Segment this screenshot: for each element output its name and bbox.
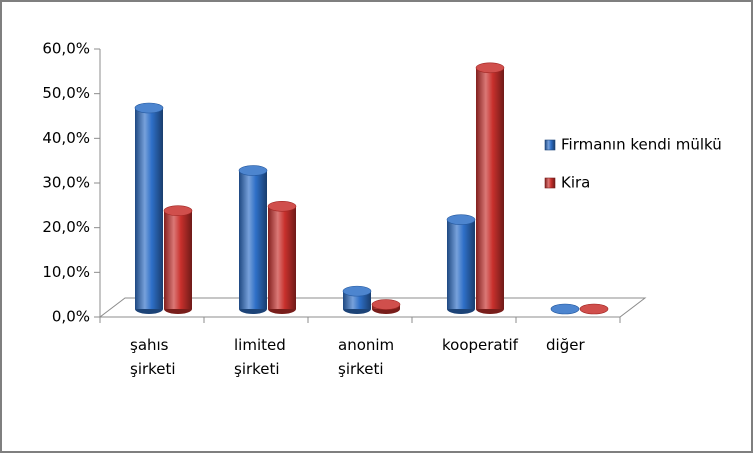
bar-body xyxy=(164,210,192,309)
bar-top xyxy=(342,285,372,297)
bar xyxy=(342,285,372,314)
y-tick-label: 60,0% xyxy=(42,40,90,58)
legend-swatch xyxy=(544,139,556,151)
bar xyxy=(134,102,164,314)
y-tick-label: 10,0% xyxy=(42,263,90,281)
bar xyxy=(238,165,268,314)
bar-body xyxy=(135,108,163,309)
y-tick-label: 20,0% xyxy=(42,218,90,236)
bar xyxy=(371,299,401,314)
bar-top xyxy=(134,102,164,114)
bar-body xyxy=(268,206,296,309)
y-tick-label: 50,0% xyxy=(42,84,90,102)
bar-body xyxy=(239,170,267,309)
y-tick-label: 30,0% xyxy=(42,174,90,192)
bar-top xyxy=(446,214,476,225)
x-tick-label: limited şirketi xyxy=(234,336,286,378)
bar xyxy=(475,62,505,314)
bar-top xyxy=(579,303,609,315)
bar xyxy=(579,303,609,315)
bar-body xyxy=(476,67,504,309)
bar-body xyxy=(447,219,475,309)
legend-label: Kira xyxy=(561,174,590,192)
x-tick-label: kooperatif xyxy=(442,336,518,354)
bar xyxy=(550,303,580,315)
bar xyxy=(446,214,476,314)
legend-label: Firmanın kendi mülkü xyxy=(561,136,722,154)
bar-top xyxy=(371,299,401,310)
bar-top xyxy=(267,200,297,212)
x-tick-label: şahıs şirketi xyxy=(130,336,176,378)
y-tick-label: 0,0% xyxy=(52,308,90,326)
bar-top xyxy=(238,165,268,176)
x-tick-label: diğer xyxy=(546,336,585,354)
x-tick-label: anonim şirketi xyxy=(338,336,395,378)
legend-swatch xyxy=(544,177,556,189)
bar-top xyxy=(550,303,580,315)
bar-top xyxy=(475,62,505,74)
bar xyxy=(267,200,297,314)
bar xyxy=(163,205,193,314)
bar-top xyxy=(163,205,193,217)
y-tick-label: 40,0% xyxy=(42,129,90,147)
